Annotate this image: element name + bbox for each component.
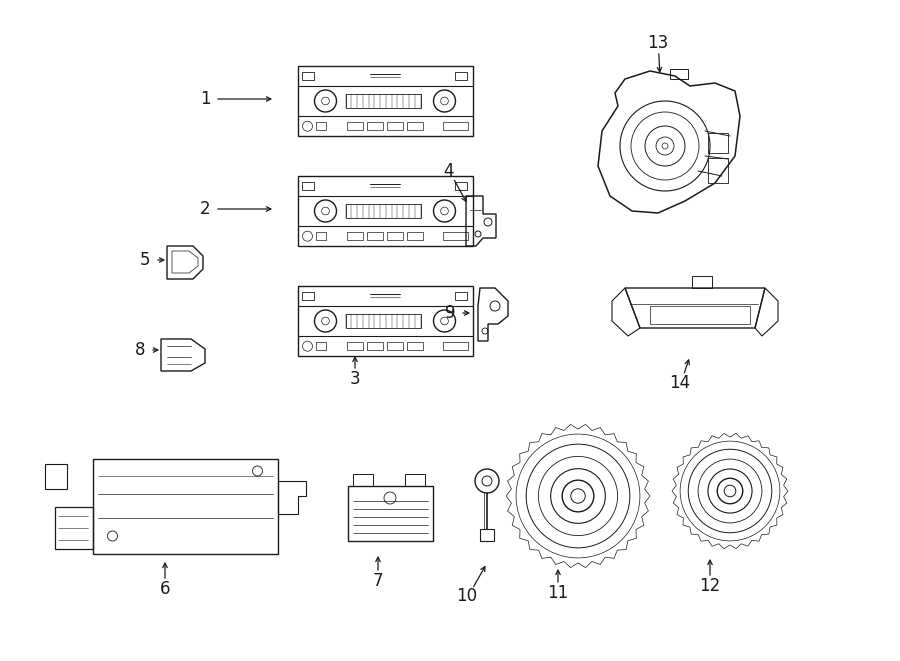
Bar [480, 529, 494, 541]
Bar [346, 94, 420, 108]
Bar [298, 286, 472, 356]
Bar [298, 66, 472, 136]
Bar [316, 232, 326, 240]
Bar [407, 232, 423, 240]
Bar [708, 158, 728, 183]
Text: 12: 12 [699, 577, 721, 595]
Bar [367, 232, 383, 240]
Bar [55, 506, 93, 549]
Text: 11: 11 [547, 584, 569, 602]
Bar [346, 204, 420, 218]
Bar [316, 342, 326, 350]
Bar [443, 342, 467, 350]
Text: 2: 2 [200, 200, 211, 218]
Bar [316, 122, 326, 130]
Bar [387, 342, 403, 350]
Bar [443, 232, 467, 240]
Text: 3: 3 [350, 370, 360, 388]
Bar [387, 232, 403, 240]
Bar [302, 182, 313, 190]
Bar [44, 463, 67, 488]
Text: 14: 14 [670, 374, 690, 392]
Bar [407, 342, 423, 350]
Bar [387, 122, 403, 130]
Bar [347, 122, 363, 130]
Text: 4: 4 [443, 162, 454, 180]
Bar [347, 232, 363, 240]
Bar [302, 72, 313, 80]
Bar [404, 473, 425, 485]
Text: 1: 1 [200, 90, 211, 108]
Bar [650, 306, 750, 324]
Bar [407, 122, 423, 130]
Text: 10: 10 [456, 587, 478, 605]
Bar [708, 133, 728, 153]
Text: 6: 6 [160, 580, 170, 598]
Text: 8: 8 [135, 341, 145, 359]
Bar [692, 276, 712, 288]
Bar [347, 485, 433, 541]
Bar [298, 176, 472, 246]
Bar [367, 342, 383, 350]
Text: 5: 5 [140, 251, 150, 269]
Text: 13: 13 [647, 34, 669, 52]
Bar [93, 459, 277, 553]
Bar [454, 72, 466, 80]
Bar [670, 69, 688, 79]
Bar [367, 122, 383, 130]
Bar [302, 292, 313, 300]
Bar [443, 122, 467, 130]
Bar [346, 314, 420, 328]
Bar [347, 342, 363, 350]
Text: 9: 9 [445, 304, 455, 322]
Bar [353, 473, 373, 485]
Bar [454, 292, 466, 300]
Bar [454, 182, 466, 190]
Text: 7: 7 [373, 572, 383, 590]
